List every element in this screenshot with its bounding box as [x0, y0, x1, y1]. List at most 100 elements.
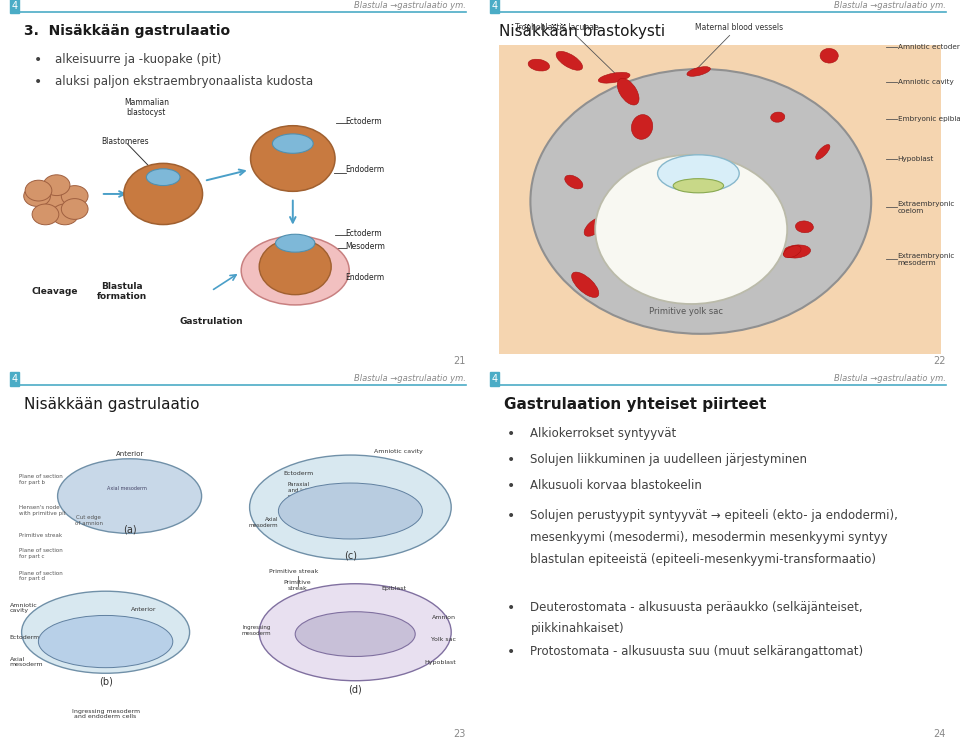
- Text: Trophoblastic lacunae: Trophoblastic lacunae: [515, 22, 599, 31]
- Text: mesenkyymi (mesodermi), mesodermin mesenkyymi syntyy: mesenkyymi (mesodermi), mesodermin mesen…: [530, 531, 888, 544]
- Ellipse shape: [673, 179, 724, 192]
- Circle shape: [52, 204, 79, 225]
- Text: Extraembryonic
mesoderm: Extraembryonic mesoderm: [898, 253, 955, 266]
- Text: Primitive
streak: Primitive streak: [284, 580, 311, 591]
- Text: Ingressing mesoderm
and endoderm cells: Ingressing mesoderm and endoderm cells: [72, 709, 139, 719]
- Ellipse shape: [296, 612, 416, 656]
- Text: Deuterostomata - alkusuusta peräaukko (selkäjänteiset,: Deuterostomata - alkusuusta peräaukko (s…: [530, 601, 863, 613]
- Text: •: •: [507, 480, 515, 493]
- Circle shape: [25, 181, 52, 201]
- Ellipse shape: [730, 250, 744, 267]
- Text: (c): (c): [344, 551, 357, 560]
- Text: Primitive
pit: Primitive pit: [93, 619, 118, 630]
- Text: Protostomata - alkusuusta suu (muut selkärangattomat): Protostomata - alkusuusta suu (muut selk…: [530, 645, 864, 657]
- Text: alkeisuurre ja -kuopake (pit): alkeisuurre ja -kuopake (pit): [56, 53, 222, 66]
- Bar: [499, 45, 941, 354]
- Ellipse shape: [564, 175, 583, 189]
- Text: Hypoblast: Hypoblast: [424, 659, 456, 665]
- Text: 24: 24: [933, 729, 946, 739]
- Ellipse shape: [783, 245, 801, 258]
- Circle shape: [124, 163, 203, 225]
- Text: Yolk sac: Yolk sac: [431, 637, 456, 642]
- Text: Blastula →gastrulaatio ym.: Blastula →gastrulaatio ym.: [353, 374, 466, 383]
- Circle shape: [32, 204, 59, 225]
- Text: Solujen perustyypit syntyyvät → epiteeli (ekto- ja endodermi),: Solujen perustyypit syntyyvät → epiteeli…: [530, 509, 899, 522]
- Text: Endoderm: Endoderm: [346, 273, 385, 283]
- Text: Amniotic cavity: Amniotic cavity: [898, 79, 953, 85]
- Text: Axial mesoderm: Axial mesoderm: [108, 486, 147, 491]
- Circle shape: [530, 69, 871, 333]
- Text: Mammalian
blastocyst: Mammalian blastocyst: [124, 98, 169, 117]
- Text: Plane of section
for part b: Plane of section for part b: [19, 474, 63, 485]
- Text: aluksi paljon ekstraembryonaalista kudosta: aluksi paljon ekstraembryonaalista kudos…: [56, 75, 313, 87]
- Text: Epiblast: Epiblast: [381, 586, 406, 591]
- Text: Plane of section
for part c: Plane of section for part c: [19, 548, 63, 559]
- Text: Nisäkkään gastrulaatio: Nisäkkään gastrulaatio: [24, 397, 200, 413]
- Text: 23: 23: [453, 729, 466, 739]
- Text: (b): (b): [99, 677, 112, 687]
- Text: 4: 4: [12, 1, 17, 11]
- Text: Ectoderm: Ectoderm: [283, 471, 314, 476]
- Text: Primitive streak: Primitive streak: [269, 569, 318, 574]
- Text: •: •: [507, 453, 515, 467]
- Circle shape: [595, 154, 787, 304]
- Text: 21: 21: [453, 356, 466, 366]
- Text: Amniotic cavity: Amniotic cavity: [374, 449, 423, 454]
- Circle shape: [259, 239, 331, 295]
- Text: Gastrulation: Gastrulation: [180, 317, 243, 326]
- Ellipse shape: [658, 154, 739, 192]
- Text: Amniotic ectoderm: Amniotic ectoderm: [898, 43, 960, 50]
- Ellipse shape: [816, 145, 829, 160]
- Text: Anterior: Anterior: [132, 607, 156, 612]
- Text: Alkiokerrokset syntyyvät: Alkiokerrokset syntyyvät: [530, 427, 677, 440]
- Text: Mesoderm: Mesoderm: [346, 242, 386, 251]
- Text: Solujen liikkuminen ja uudelleen järjestyminen: Solujen liikkuminen ja uudelleen järjest…: [530, 453, 807, 466]
- Text: Ectoderm: Ectoderm: [346, 116, 382, 126]
- Text: Plane of section
for part d: Plane of section for part d: [19, 571, 63, 581]
- Ellipse shape: [276, 234, 315, 252]
- Ellipse shape: [598, 72, 630, 83]
- Text: Axial
mesoderm: Axial mesoderm: [249, 517, 278, 527]
- Text: •: •: [507, 509, 515, 523]
- Ellipse shape: [273, 134, 313, 154]
- Text: Blastula →gastrulaatio ym.: Blastula →gastrulaatio ym.: [833, 1, 946, 10]
- Circle shape: [251, 125, 335, 191]
- Ellipse shape: [38, 615, 173, 668]
- Ellipse shape: [617, 78, 639, 105]
- Text: 4: 4: [492, 1, 497, 11]
- Text: •: •: [34, 53, 42, 67]
- Ellipse shape: [241, 236, 349, 305]
- Text: Allantois: Allantois: [108, 659, 132, 665]
- Ellipse shape: [743, 217, 768, 233]
- Text: •: •: [507, 427, 515, 441]
- Text: 4: 4: [12, 374, 17, 384]
- Text: Endoderm: Endoderm: [346, 165, 385, 175]
- Text: •: •: [507, 601, 515, 615]
- Ellipse shape: [146, 169, 180, 186]
- Text: Ectoderm: Ectoderm: [10, 636, 40, 640]
- Text: Endoderm: Endoderm: [365, 520, 397, 524]
- Ellipse shape: [732, 257, 745, 274]
- Text: •: •: [507, 645, 515, 659]
- Ellipse shape: [278, 483, 422, 539]
- Text: Paraxial
and lateral
mesoderm: Paraxial and lateral mesoderm: [288, 482, 318, 499]
- Circle shape: [43, 175, 70, 195]
- Ellipse shape: [632, 115, 653, 140]
- Text: Hensen's node
with primitive pit: Hensen's node with primitive pit: [19, 506, 66, 516]
- Circle shape: [42, 191, 68, 212]
- Text: Blastula →gastrulaatio ym.: Blastula →gastrulaatio ym.: [353, 1, 466, 10]
- Text: Ingressing
mesoderm: Ingressing mesoderm: [242, 625, 271, 636]
- Text: Ectoderm: Ectoderm: [346, 228, 382, 238]
- Ellipse shape: [820, 48, 838, 63]
- Ellipse shape: [796, 221, 813, 233]
- Circle shape: [61, 198, 88, 219]
- Text: Gastrulaation yhteiset piirteet: Gastrulaation yhteiset piirteet: [504, 397, 766, 413]
- Text: Alkusuoli korvaa blastokeelin: Alkusuoli korvaa blastokeelin: [530, 480, 703, 492]
- Text: Embryonic epiblast: Embryonic epiblast: [898, 116, 960, 122]
- Text: Primitive streak: Primitive streak: [19, 533, 62, 539]
- Ellipse shape: [528, 59, 549, 71]
- Text: 22: 22: [933, 356, 946, 366]
- Text: Maternal blood vessels: Maternal blood vessels: [695, 22, 783, 31]
- Text: blastulan epiteeistä (epiteeli-mesenkyymi-transformaatio): blastulan epiteeistä (epiteeli-mesenkyym…: [530, 554, 876, 566]
- Circle shape: [61, 186, 88, 207]
